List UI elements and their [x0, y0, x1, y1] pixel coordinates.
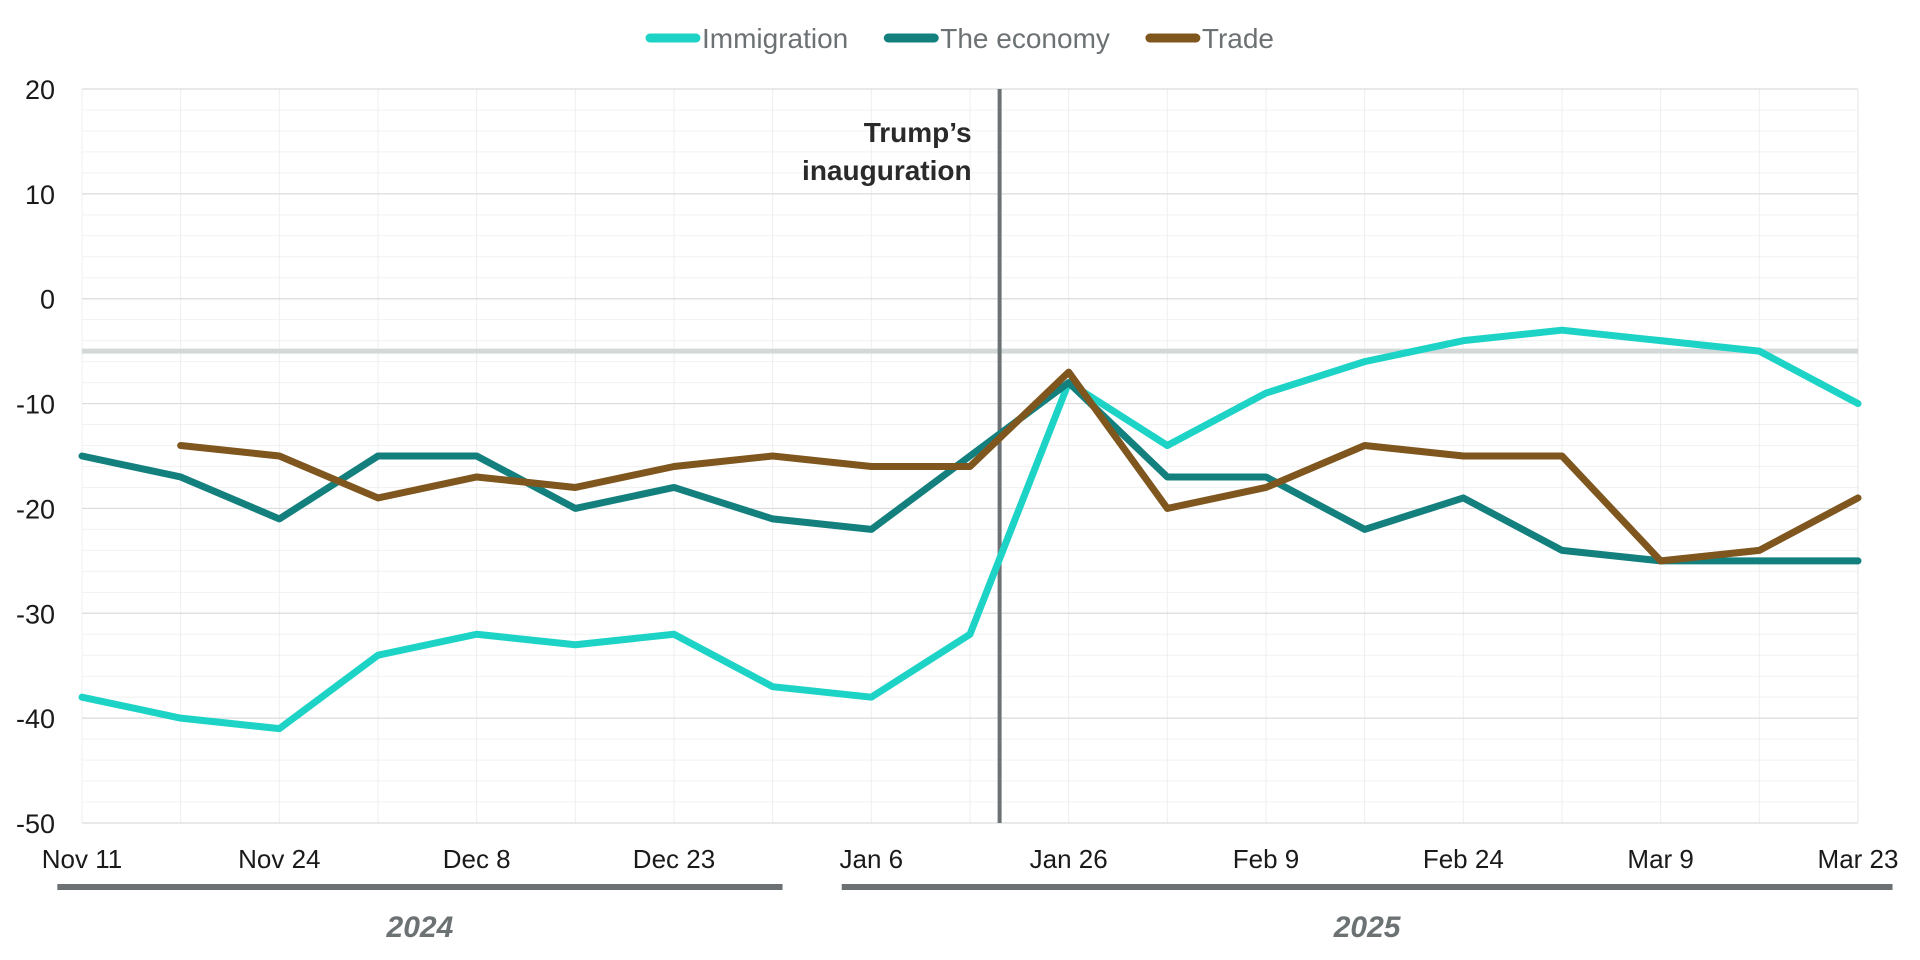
y-tick-label: 0: [40, 285, 55, 315]
x-tick-label: Mar 23: [1818, 844, 1899, 874]
event-label-line-1: Trump’s: [864, 117, 972, 148]
x-axis: Nov 11 Nov 24 Dec 8 Dec 23 Jan 6 Jan 26 Feb 9 F…: [42, 844, 1899, 874]
series-line-immigration: [78, 326, 1862, 733]
x-tick-label: Feb 9: [1233, 844, 1300, 874]
x-tick-label: Feb 24: [1423, 844, 1504, 874]
series-line-trade: [177, 368, 1862, 565]
y-axis: 20 10 0 -10 -20 -30 -40 -50: [16, 75, 55, 839]
series-line-the-economy: [78, 379, 1862, 565]
x-tick-label: Dec 23: [633, 844, 715, 874]
major-gridlines: [82, 88, 1859, 824]
x-tick-label: Jan 26: [1030, 844, 1108, 874]
event-label-line-2: inauguration: [802, 155, 972, 186]
x-tick-label: Nov 11: [42, 844, 122, 874]
x-tick-label: Mar 9: [1627, 844, 1693, 874]
series-group: [78, 326, 1862, 733]
y-tick-label: -20: [16, 494, 55, 524]
year-label: 2024: [386, 911, 454, 944]
y-tick-label: -30: [16, 599, 55, 629]
y-tick-label: -50: [16, 809, 55, 839]
y-tick-label: 10: [25, 180, 55, 210]
legend-label: Immigration: [702, 23, 848, 54]
year-label: 2025: [1333, 911, 1402, 944]
y-tick-label: -40: [16, 704, 55, 734]
x-tick-label: Nov 24: [238, 844, 320, 874]
legend-label: Trade: [1202, 23, 1274, 54]
x-tick-label: Jan 6: [840, 844, 904, 874]
year-groups: 2024 2025: [57, 884, 1893, 944]
y-tick-label: 20: [25, 75, 55, 105]
legend: Immigration The economy Trade: [645, 23, 1274, 54]
x-tick-label: Dec 8: [443, 844, 511, 874]
legend-label: The economy: [940, 23, 1110, 54]
event-marker-group: Trump’s inauguration: [802, 89, 1002, 823]
y-tick-label: -10: [16, 390, 55, 420]
